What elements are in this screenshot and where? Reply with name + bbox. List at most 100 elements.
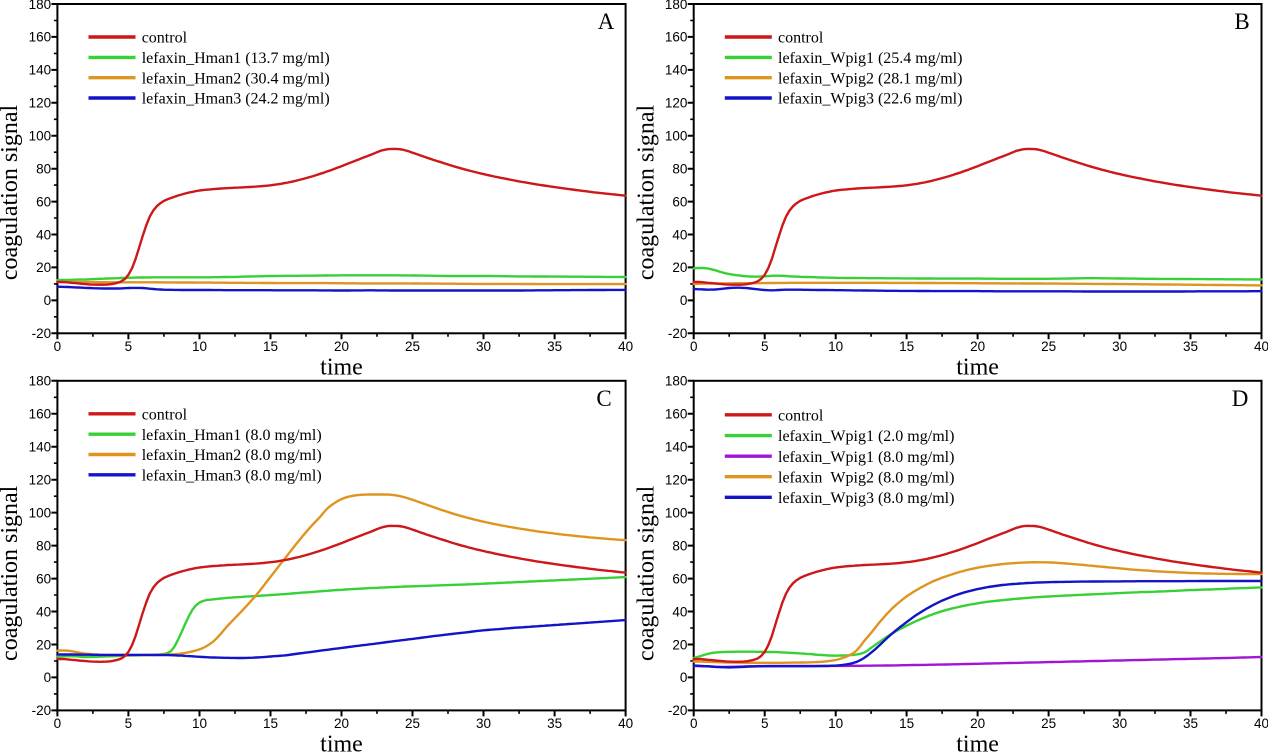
- svg-text:35: 35: [1183, 716, 1198, 731]
- svg-text:40: 40: [618, 339, 633, 354]
- svg-text:10: 10: [192, 716, 207, 731]
- svg-text:25: 25: [405, 339, 420, 354]
- svg-text:-20: -20: [668, 703, 688, 718]
- svg-text:lefaxin_Wpig3 (8.0 mg/ml): lefaxin_Wpig3 (8.0 mg/ml): [778, 490, 954, 507]
- svg-text:40: 40: [36, 604, 51, 619]
- svg-text:140: 140: [665, 63, 688, 78]
- svg-text:20: 20: [970, 716, 985, 731]
- svg-text:140: 140: [29, 63, 52, 78]
- svg-text:120: 120: [665, 473, 688, 488]
- svg-text:15: 15: [899, 716, 914, 731]
- svg-text:5: 5: [761, 339, 769, 354]
- svg-text:0: 0: [54, 339, 62, 354]
- svg-text:35: 35: [547, 716, 562, 731]
- svg-text:lefaxin_Wpig3 (22.6 mg/ml): lefaxin_Wpig3 (22.6 mg/ml): [778, 91, 962, 108]
- svg-text:30: 30: [1112, 339, 1127, 354]
- svg-text:lefaxin_Hman3 (24.2 mg/ml): lefaxin_Hman3 (24.2 mg/ml): [142, 91, 330, 108]
- svg-text:35: 35: [1183, 339, 1198, 354]
- svg-text:-20: -20: [668, 326, 688, 341]
- svg-text:100: 100: [29, 129, 52, 144]
- svg-text:80: 80: [36, 538, 51, 553]
- svg-text:20: 20: [36, 637, 51, 652]
- svg-text:40: 40: [672, 604, 687, 619]
- svg-text:140: 140: [665, 440, 688, 455]
- svg-text:180: 180: [665, 374, 688, 389]
- svg-text:lefaxin_Hman1 (13.7 mg/ml): lefaxin_Hman1 (13.7 mg/ml): [142, 50, 330, 67]
- svg-text:10: 10: [828, 716, 843, 731]
- svg-text:40: 40: [36, 227, 51, 242]
- svg-text:80: 80: [36, 162, 51, 177]
- svg-text:0: 0: [680, 293, 688, 308]
- svg-text:20: 20: [672, 637, 687, 652]
- svg-text:C: C: [596, 386, 611, 411]
- svg-text:lefaxin_Wpig2 (28.1 mg/ml): lefaxin_Wpig2 (28.1 mg/ml): [778, 70, 962, 87]
- svg-text:100: 100: [29, 505, 52, 520]
- svg-text:time: time: [956, 355, 999, 381]
- svg-text:40: 40: [1254, 716, 1268, 731]
- svg-text:time: time: [320, 355, 363, 381]
- svg-text:A: A: [598, 9, 615, 34]
- svg-text:lefaxin_Wpig1 (25.4 mg/ml): lefaxin_Wpig1 (25.4 mg/ml): [778, 50, 962, 67]
- svg-text:coagulation signal: coagulation signal: [633, 485, 659, 661]
- svg-text:20: 20: [672, 260, 687, 275]
- svg-text:time: time: [956, 732, 999, 752]
- svg-text:lefaxin_Hman2 (8.0 mg/ml): lefaxin_Hman2 (8.0 mg/ml): [142, 447, 322, 464]
- svg-text:5: 5: [761, 716, 769, 731]
- svg-text:40: 40: [618, 716, 633, 731]
- svg-text:control: control: [778, 407, 824, 424]
- svg-text:control: control: [778, 30, 824, 47]
- svg-text:25: 25: [1041, 339, 1056, 354]
- svg-text:coagulation signal: coagulation signal: [0, 105, 23, 281]
- svg-text:60: 60: [672, 571, 687, 586]
- svg-text:20: 20: [36, 260, 51, 275]
- svg-text:80: 80: [672, 538, 687, 553]
- svg-text:25: 25: [405, 716, 420, 731]
- svg-text:0: 0: [44, 293, 52, 308]
- svg-text:lefaxin_Hman2 (30.4 mg/ml): lefaxin_Hman2 (30.4 mg/ml): [142, 70, 330, 87]
- svg-text:lefaxin_Wpig1 (8.0 mg/ml): lefaxin_Wpig1 (8.0 mg/ml): [778, 449, 954, 466]
- svg-text:100: 100: [665, 505, 688, 520]
- svg-text:30: 30: [476, 339, 491, 354]
- svg-text:60: 60: [36, 571, 51, 586]
- svg-text:0: 0: [690, 716, 698, 731]
- svg-text:10: 10: [192, 339, 207, 354]
- svg-text:160: 160: [665, 30, 688, 45]
- svg-text:B: B: [1234, 9, 1249, 34]
- svg-text:10: 10: [828, 339, 843, 354]
- svg-text:coagulation signal: coagulation signal: [633, 105, 659, 281]
- svg-text:120: 120: [29, 473, 52, 488]
- svg-text:15: 15: [263, 716, 278, 731]
- svg-text:lefaxin Wpig2 (8.0 mg/ml): lefaxin Wpig2 (8.0 mg/ml): [778, 469, 954, 486]
- svg-text:20: 20: [334, 716, 349, 731]
- svg-text:35: 35: [547, 339, 562, 354]
- svg-text:180: 180: [29, 0, 52, 12]
- svg-text:control: control: [142, 30, 188, 47]
- svg-text:-20: -20: [32, 703, 52, 718]
- svg-text:140: 140: [29, 440, 52, 455]
- svg-text:control: control: [142, 406, 188, 423]
- svg-text:40: 40: [1254, 339, 1268, 354]
- svg-text:180: 180: [665, 0, 688, 12]
- svg-text:25: 25: [1041, 716, 1056, 731]
- svg-text:0: 0: [44, 670, 52, 685]
- svg-text:15: 15: [263, 339, 278, 354]
- svg-text:120: 120: [665, 96, 688, 111]
- svg-text:160: 160: [665, 407, 688, 422]
- svg-text:time: time: [320, 732, 363, 752]
- svg-text:60: 60: [36, 194, 51, 209]
- svg-text:5: 5: [125, 716, 133, 731]
- svg-text:40: 40: [672, 227, 687, 242]
- svg-text:120: 120: [29, 96, 52, 111]
- svg-text:30: 30: [1112, 716, 1127, 731]
- svg-text:coagulation signal: coagulation signal: [0, 485, 23, 661]
- svg-text:5: 5: [125, 339, 133, 354]
- svg-text:15: 15: [899, 339, 914, 354]
- svg-text:0: 0: [680, 670, 688, 685]
- svg-text:80: 80: [672, 162, 687, 177]
- svg-text:160: 160: [29, 407, 52, 422]
- svg-text:60: 60: [672, 194, 687, 209]
- svg-text:30: 30: [476, 716, 491, 731]
- svg-text:lefaxin_Hman1 (8.0 mg/ml): lefaxin_Hman1 (8.0 mg/ml): [142, 427, 322, 444]
- svg-text:lefaxin_Hman3 (8.0 mg/ml): lefaxin_Hman3 (8.0 mg/ml): [142, 467, 322, 484]
- svg-text:0: 0: [54, 716, 62, 731]
